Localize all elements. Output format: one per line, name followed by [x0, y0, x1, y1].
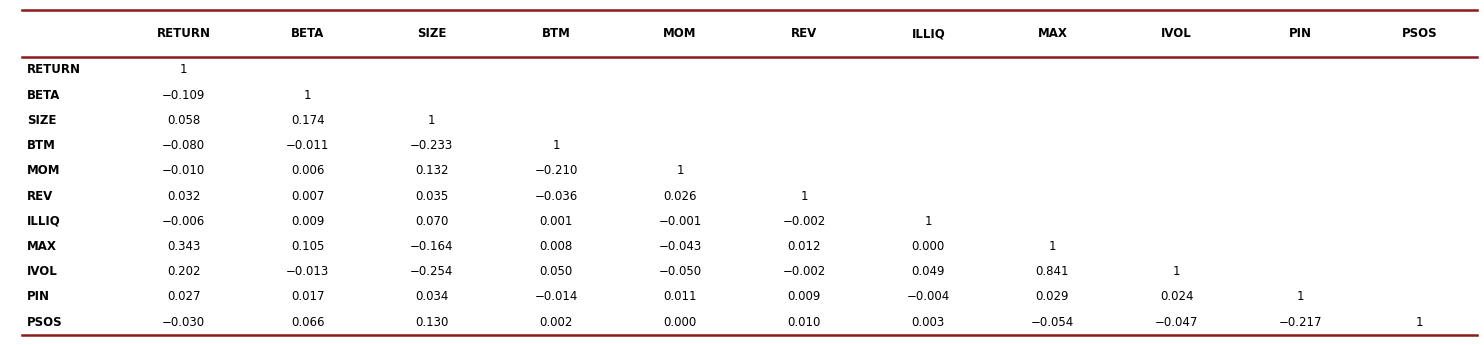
Text: 0.066: 0.066: [291, 316, 325, 328]
Text: 0.002: 0.002: [539, 316, 573, 328]
Text: 0.000: 0.000: [911, 240, 945, 253]
Text: REV: REV: [27, 189, 53, 203]
Text: −0.164: −0.164: [410, 240, 454, 253]
Text: RETURN: RETURN: [157, 27, 211, 40]
Text: −0.004: −0.004: [907, 290, 950, 303]
Text: −0.210: −0.210: [534, 164, 577, 177]
Text: RETURN: RETURN: [27, 63, 80, 77]
Text: MAX: MAX: [1037, 27, 1067, 40]
Text: −0.233: −0.233: [410, 139, 454, 152]
Text: −0.043: −0.043: [659, 240, 702, 253]
Text: 1: 1: [552, 139, 559, 152]
Text: BETA: BETA: [291, 27, 325, 40]
Text: 0.003: 0.003: [911, 316, 945, 328]
Text: SIZE: SIZE: [27, 114, 56, 127]
Text: 0.034: 0.034: [416, 290, 448, 303]
Text: −0.054: −0.054: [1031, 316, 1074, 328]
Text: 0.050: 0.050: [539, 265, 573, 278]
Text: 1: 1: [800, 189, 807, 203]
Text: 0.032: 0.032: [166, 189, 200, 203]
Text: PIN: PIN: [1290, 27, 1312, 40]
Text: −0.254: −0.254: [410, 265, 454, 278]
Text: PSOS: PSOS: [27, 316, 62, 328]
Text: SIZE: SIZE: [417, 27, 447, 40]
Text: IVOL: IVOL: [1160, 27, 1192, 40]
Text: −0.036: −0.036: [534, 189, 577, 203]
Text: −0.001: −0.001: [659, 215, 702, 228]
Text: 1: 1: [427, 114, 436, 127]
Text: 1: 1: [677, 164, 684, 177]
Text: 0.202: 0.202: [166, 265, 200, 278]
Text: 0.024: 0.024: [1160, 290, 1193, 303]
Text: −0.011: −0.011: [286, 139, 329, 152]
Text: 0.017: 0.017: [291, 290, 325, 303]
Text: 0.132: 0.132: [416, 164, 448, 177]
Text: −0.217: −0.217: [1279, 316, 1322, 328]
Text: 0.026: 0.026: [663, 189, 697, 203]
Text: ILLIQ: ILLIQ: [27, 215, 61, 228]
Text: −0.047: −0.047: [1155, 316, 1198, 328]
Text: 1: 1: [1049, 240, 1057, 253]
Text: 0.001: 0.001: [539, 215, 573, 228]
Text: MOM: MOM: [663, 27, 697, 40]
Text: 0.049: 0.049: [911, 265, 945, 278]
Text: 0.058: 0.058: [168, 114, 200, 127]
Text: 0.009: 0.009: [291, 215, 325, 228]
Text: −0.080: −0.080: [162, 139, 205, 152]
Text: 0.012: 0.012: [788, 240, 821, 253]
Text: 0.343: 0.343: [166, 240, 200, 253]
Text: REV: REV: [791, 27, 818, 40]
Text: 0.070: 0.070: [416, 215, 448, 228]
Text: ILLIQ: ILLIQ: [911, 27, 945, 40]
Text: 0.105: 0.105: [291, 240, 325, 253]
Text: 0.035: 0.035: [416, 189, 448, 203]
Text: −0.010: −0.010: [162, 164, 205, 177]
Text: −0.109: −0.109: [162, 89, 205, 102]
Text: 0.841: 0.841: [1036, 265, 1068, 278]
Text: 0.008: 0.008: [539, 240, 573, 253]
Text: 0.009: 0.009: [788, 290, 821, 303]
Text: BETA: BETA: [27, 89, 59, 102]
Text: MAX: MAX: [27, 240, 56, 253]
Text: PIN: PIN: [27, 290, 49, 303]
Text: −0.030: −0.030: [162, 316, 205, 328]
Text: 0.130: 0.130: [416, 316, 448, 328]
Text: 0.006: 0.006: [291, 164, 325, 177]
Text: 1: 1: [304, 89, 312, 102]
Text: −0.002: −0.002: [782, 215, 825, 228]
Text: 0.010: 0.010: [788, 316, 821, 328]
Text: 1: 1: [180, 63, 187, 77]
Text: MOM: MOM: [27, 164, 61, 177]
Text: 0.029: 0.029: [1036, 290, 1068, 303]
Text: 0.011: 0.011: [663, 290, 697, 303]
Text: BTM: BTM: [542, 27, 570, 40]
Text: IVOL: IVOL: [27, 265, 58, 278]
Text: 1: 1: [925, 215, 932, 228]
Text: −0.050: −0.050: [659, 265, 702, 278]
Text: 0.000: 0.000: [663, 316, 696, 328]
Text: −0.014: −0.014: [534, 290, 577, 303]
Text: 1: 1: [1416, 316, 1423, 328]
Text: 0.027: 0.027: [166, 290, 200, 303]
Text: BTM: BTM: [27, 139, 55, 152]
Text: PSOS: PSOS: [1402, 27, 1438, 40]
Text: 1: 1: [1172, 265, 1180, 278]
Text: −0.006: −0.006: [162, 215, 205, 228]
Text: 0.007: 0.007: [291, 189, 325, 203]
Text: −0.013: −0.013: [286, 265, 329, 278]
Text: 1: 1: [1297, 290, 1304, 303]
Text: 0.174: 0.174: [291, 114, 325, 127]
Text: −0.002: −0.002: [782, 265, 825, 278]
